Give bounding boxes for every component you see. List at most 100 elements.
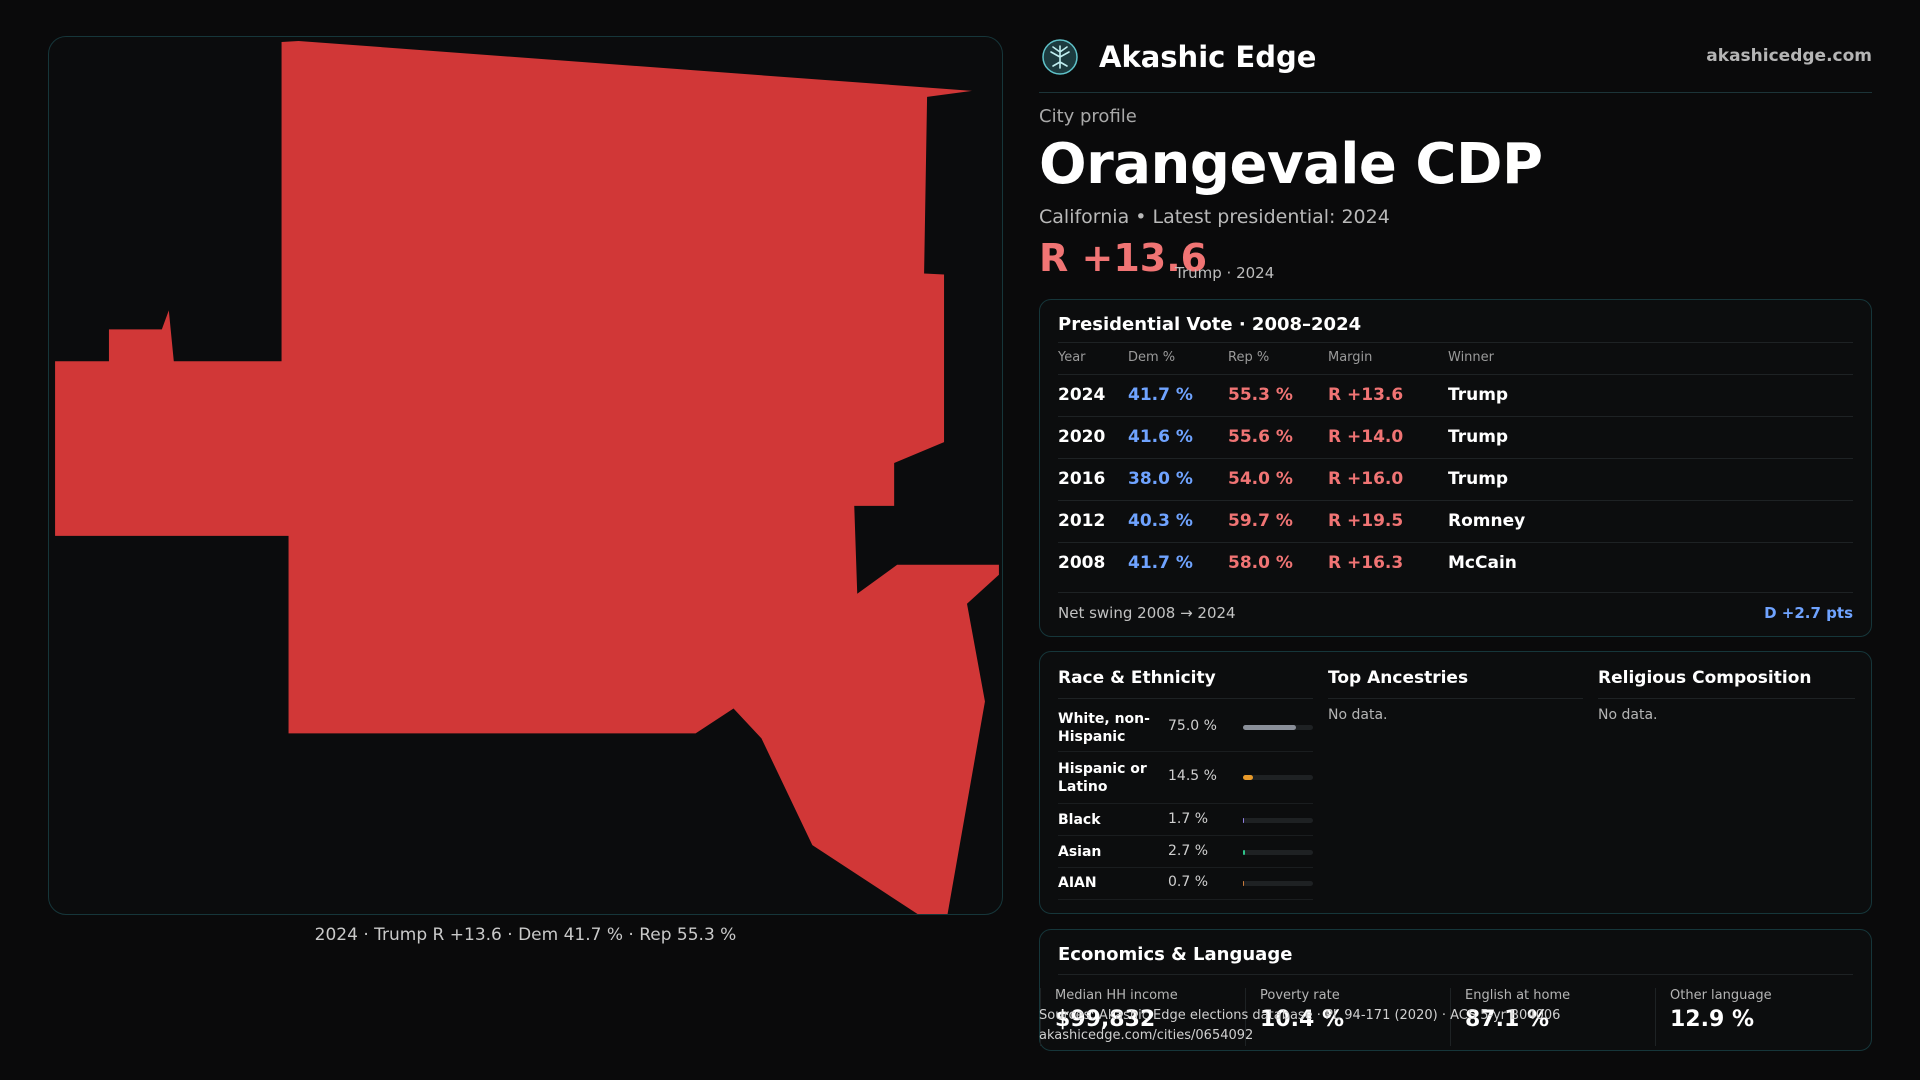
row-winner: Romney bbox=[1448, 511, 1526, 531]
stat-label: Median HH income bbox=[1055, 988, 1178, 1003]
page-url[interactable]: akashicedge.com/cities/0654092 bbox=[1039, 1028, 1254, 1043]
sources-footer: Sources: Akashic Edge elections database… bbox=[1039, 1006, 1560, 1046]
race-pct: 1.7 % bbox=[1168, 811, 1209, 827]
page-title: Orangevale CDP bbox=[1039, 132, 1543, 197]
stat-value: 12.9 % bbox=[1670, 1007, 1754, 1032]
stat-label: English at home bbox=[1465, 988, 1571, 1003]
row-dem: 41.6 % bbox=[1128, 427, 1193, 447]
race-pct: 0.7 % bbox=[1168, 874, 1209, 890]
map-caption: 2024 · Trump R +13.6 · Dem 41.7 % · Rep … bbox=[314, 925, 737, 945]
row-winner: Trump bbox=[1448, 469, 1509, 489]
presidential-vote-card: Presidential Vote · 2008–2024 Year Dem %… bbox=[1039, 299, 1872, 637]
row-dem: 41.7 % bbox=[1128, 553, 1193, 573]
presidential-vote-title: Presidential Vote · 2008–2024 bbox=[1058, 314, 1362, 335]
stat-other-language: Other language 12.9 % bbox=[1655, 988, 1860, 1046]
boundary-map bbox=[48, 36, 1003, 915]
stat-value: 87.1 % bbox=[1465, 1007, 1549, 1032]
economics-card: Economics & Language Median HH income $9… bbox=[1039, 929, 1872, 1051]
race-name: AIAN bbox=[1058, 875, 1097, 891]
top-ancestries-title: Top Ancestries bbox=[1328, 668, 1469, 688]
col-header-year: Year bbox=[1058, 350, 1086, 365]
race-row: Hispanic or Latino 14.5 % bbox=[1058, 752, 1313, 804]
race-bar-track bbox=[1243, 850, 1313, 855]
row-dem: 40.3 % bbox=[1128, 511, 1193, 531]
divider bbox=[1058, 592, 1853, 593]
page-kicker: City profile bbox=[1039, 106, 1137, 127]
row-dem: 38.0 % bbox=[1128, 469, 1193, 489]
row-year: 2016 bbox=[1058, 469, 1106, 489]
row-rep: 55.3 % bbox=[1228, 385, 1293, 405]
race-ethnicity-title: Race & Ethnicity bbox=[1058, 668, 1216, 688]
row-rep: 59.7 % bbox=[1228, 511, 1293, 531]
demographics-card: Race & Ethnicity White, non-Hispanic 75.… bbox=[1039, 651, 1872, 914]
race-bar-fill bbox=[1243, 881, 1245, 886]
boundary-map-svg bbox=[55, 40, 999, 914]
race-row: Asian 2.7 % bbox=[1058, 836, 1313, 868]
tree-emblem-icon bbox=[1042, 39, 1078, 75]
race-pct: 2.7 % bbox=[1168, 843, 1209, 859]
race-name: Black bbox=[1058, 812, 1101, 828]
race-bar-fill bbox=[1243, 818, 1245, 823]
city-boundary-shape bbox=[55, 40, 999, 914]
table-row: 2024 41.7 % 55.3 % R +13.6 Trump bbox=[1058, 374, 1853, 416]
race-bar-fill bbox=[1243, 725, 1296, 730]
race-name: White, non-Hispanic bbox=[1058, 711, 1150, 745]
col-header-winner: Winner bbox=[1448, 350, 1495, 365]
race-row: White, non-Hispanic 75.0 % bbox=[1058, 706, 1313, 752]
table-row: 2020 41.6 % 55.6 % R +14.0 Trump bbox=[1058, 416, 1853, 458]
brand-name: Akashic Edge bbox=[1099, 40, 1317, 74]
row-dem: 41.7 % bbox=[1128, 385, 1193, 405]
page-subtitle: California • Latest presidential: 2024 bbox=[1039, 206, 1390, 228]
stat-median-income: Median HH income $99,832 bbox=[1040, 988, 1245, 1046]
table-row: 2012 40.3 % 59.7 % R +19.5 Romney bbox=[1058, 500, 1853, 542]
row-margin: R +13.6 bbox=[1328, 385, 1404, 405]
religion-empty: No data. bbox=[1598, 707, 1658, 723]
race-name: Asian bbox=[1058, 844, 1102, 860]
row-year: 2020 bbox=[1058, 427, 1106, 447]
stat-label: Other language bbox=[1670, 988, 1772, 1003]
divider bbox=[1058, 342, 1853, 343]
race-bar-track bbox=[1243, 775, 1313, 780]
race-bar-track bbox=[1243, 881, 1313, 886]
row-winner: Trump bbox=[1448, 385, 1509, 405]
row-rep: 55.6 % bbox=[1228, 427, 1293, 447]
economics-title: Economics & Language bbox=[1058, 944, 1293, 965]
latest-margin: R +13.6 bbox=[1039, 236, 1208, 280]
divider bbox=[1058, 698, 1313, 699]
divider bbox=[1058, 974, 1853, 975]
divider bbox=[1328, 698, 1583, 699]
row-year: 2012 bbox=[1058, 511, 1106, 531]
race-bar-track bbox=[1243, 725, 1313, 730]
row-rep: 54.0 % bbox=[1228, 469, 1293, 489]
table-row: 2016 38.0 % 54.0 % R +16.0 Trump bbox=[1058, 458, 1853, 500]
col-header-rep: Rep % bbox=[1228, 350, 1270, 365]
brand-header: Akashic Edge akashicedge.com bbox=[1039, 36, 1872, 93]
race-bar-fill bbox=[1243, 775, 1254, 780]
stat-value: 10.4 % bbox=[1260, 1007, 1344, 1032]
col-header-dem: Dem % bbox=[1128, 350, 1176, 365]
stat-label: Poverty rate bbox=[1260, 988, 1340, 1003]
race-bar-track bbox=[1243, 818, 1313, 823]
row-year: 2008 bbox=[1058, 553, 1106, 573]
divider bbox=[1598, 698, 1855, 699]
net-swing-value: D +2.7 pts bbox=[1764, 604, 1853, 622]
net-swing-label: Net swing 2008 → 2024 bbox=[1058, 604, 1236, 622]
latest-margin-note: Trump · 2024 bbox=[1175, 264, 1275, 282]
row-margin: R +16.0 bbox=[1328, 469, 1404, 489]
race-row: AIAN 0.7 % bbox=[1058, 868, 1313, 900]
stat-english-home: English at home 87.1 % bbox=[1450, 988, 1655, 1046]
sources-line: Sources: Akashic Edge elections database… bbox=[1039, 1008, 1561, 1023]
race-pct: 75.0 % bbox=[1168, 718, 1217, 734]
row-winner: Trump bbox=[1448, 427, 1509, 447]
brand-url[interactable]: akashicedge.com bbox=[1706, 46, 1872, 66]
row-margin: R +19.5 bbox=[1328, 511, 1404, 531]
stat-poverty-rate: Poverty rate 10.4 % bbox=[1245, 988, 1450, 1046]
ancestries-empty: No data. bbox=[1328, 707, 1388, 723]
row-margin: R +14.0 bbox=[1328, 427, 1404, 447]
religious-composition-title: Religious Composition bbox=[1598, 668, 1812, 688]
race-bar-fill bbox=[1243, 850, 1245, 855]
race-pct: 14.5 % bbox=[1168, 768, 1217, 784]
race-name: Hispanic or Latino bbox=[1058, 761, 1147, 795]
row-rep: 58.0 % bbox=[1228, 553, 1293, 573]
row-year: 2024 bbox=[1058, 385, 1106, 405]
